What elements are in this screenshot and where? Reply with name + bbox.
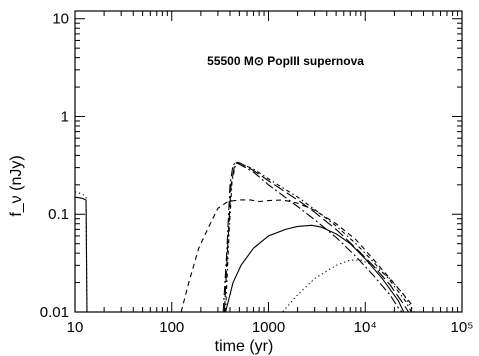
tick-labels: 10 100 1000 10⁴ 10⁵ 0.01 0.1 1 10	[40, 11, 474, 336]
series-line-dot-dash	[225, 162, 412, 313]
series-line-solid	[74, 196, 405, 313]
y-tick-label: 0.1	[48, 206, 69, 223]
series-group	[74, 161, 415, 313]
y-tick-label: 10	[52, 11, 69, 28]
x-tick-label: 1000	[252, 319, 285, 336]
y-axis-title: f_ν (nJy)	[8, 155, 25, 216]
ticks	[74, 11, 462, 313]
y-tick-label: 0.01	[40, 304, 69, 321]
series-line-dash-dot	[222, 162, 403, 313]
x-tick-label: 100	[159, 319, 184, 336]
x-tick-label: 10⁴	[354, 319, 377, 336]
series-line-dashed	[180, 199, 412, 313]
chart-annotation: 55500 M⊙ PopIII supernova	[207, 54, 364, 68]
x-axis-title: time (yr)	[215, 338, 274, 355]
y-tick-label: 1	[61, 108, 69, 125]
x-tick-label: 10⁵	[451, 319, 474, 336]
x-tick-label: 10	[67, 319, 84, 336]
